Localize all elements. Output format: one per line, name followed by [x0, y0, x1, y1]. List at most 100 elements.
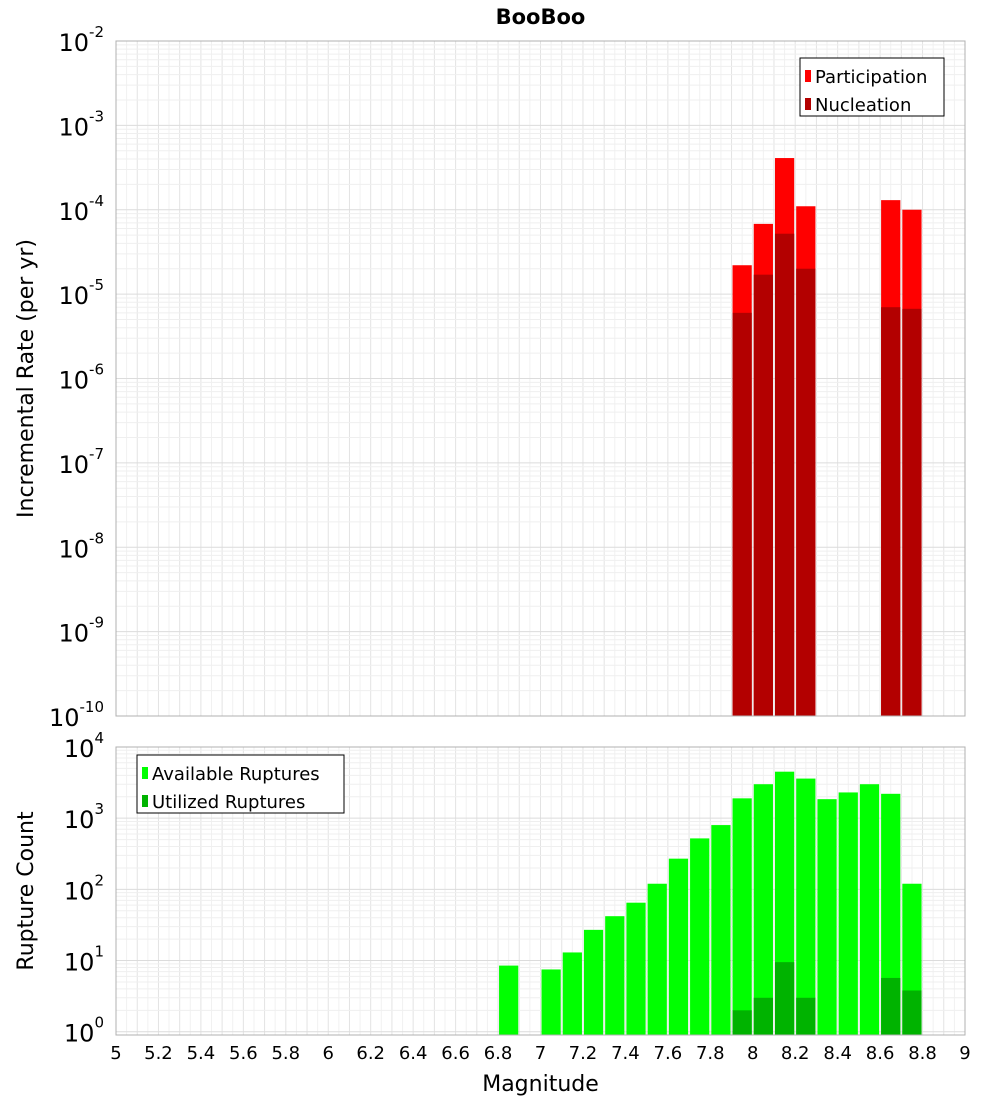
- bar: [626, 902, 646, 1035]
- y-tick-label: 10-2: [58, 23, 104, 57]
- y-tick-label: 100: [64, 1014, 104, 1048]
- plot-frame: [115, 746, 966, 1036]
- y-tick-base: 10: [64, 949, 95, 977]
- x-tick-label: 5.6: [229, 1043, 258, 1064]
- y-tick-base: 10: [64, 877, 95, 905]
- x-tick-label: 6.4: [399, 1043, 428, 1064]
- bar: [859, 784, 880, 1035]
- y-tick-label: 103: [64, 800, 104, 834]
- legend-label: Nucleation: [815, 95, 911, 116]
- y-tick-exponent: -4: [89, 192, 104, 210]
- y-tick-exponent: -8: [89, 529, 104, 547]
- bar: [796, 778, 816, 1035]
- plot-frame: [115, 40, 966, 717]
- series-nucleation: [732, 233, 922, 716]
- grid: [115, 41, 966, 717]
- x-tick-label: 6: [323, 1043, 334, 1064]
- legend-box: [799, 57, 945, 117]
- x-tick-label: 6.2: [356, 1043, 385, 1064]
- bar: [881, 977, 901, 1035]
- y-tick-base: 10: [64, 735, 95, 763]
- x-axis-ticks: 5 5.2 5.4 5.6 5.8 6 6.2 6.4 6.6 6.8 7 7.2 7.4 7.6 7.8 8…: [110, 1043, 970, 1064]
- y-axis-label: Rupture Count: [14, 811, 39, 971]
- y-tick-exponent: 1: [94, 943, 104, 961]
- bar: [732, 1010, 752, 1035]
- chart-title: BooBoo: [496, 5, 586, 29]
- y-tick-label: 10-10: [49, 698, 104, 732]
- y-tick-label: 10-5: [58, 276, 104, 310]
- bar: [562, 952, 582, 1035]
- x-tick-label: 5.2: [144, 1043, 173, 1064]
- x-tick-label: 6.8: [484, 1043, 513, 1064]
- x-tick-label: 9: [959, 1043, 970, 1064]
- y-tick-base: 10: [58, 620, 89, 648]
- bar: [753, 997, 773, 1035]
- y-tick-base: 10: [58, 282, 89, 310]
- y-tick-exponent: 0: [94, 1014, 104, 1032]
- bar: [647, 883, 667, 1035]
- legend-swatch: [142, 767, 148, 779]
- bar: [690, 838, 710, 1035]
- x-tick-label: 8.6: [866, 1043, 895, 1064]
- y-tick-exponent: -2: [89, 23, 104, 41]
- bar: [732, 312, 752, 716]
- x-tick-label: 8.2: [781, 1043, 810, 1064]
- bar: [796, 997, 816, 1035]
- chart-panel-1: 10-1010-910-810-710-610-510-410-310-2Boo…: [14, 5, 966, 732]
- x-tick-label: 7.8: [696, 1043, 725, 1064]
- series-available-ruptures: [499, 771, 922, 1035]
- legend-label: Available Ruptures: [152, 764, 320, 785]
- y-tick-base: 10: [58, 451, 89, 479]
- y-tick-exponent: 4: [94, 729, 104, 747]
- y-tick-base: 10: [64, 806, 95, 834]
- bar: [753, 784, 773, 1035]
- bar: [583, 929, 604, 1035]
- bar: [753, 274, 773, 716]
- x-tick-label: 7.4: [611, 1043, 640, 1064]
- bar: [881, 793, 901, 1035]
- y-tick-base: 10: [58, 198, 89, 226]
- y-tick-label: 10-8: [58, 529, 104, 563]
- x-tick-label: 5.4: [187, 1043, 216, 1064]
- y-axis-label: Incremental Rate (per yr): [14, 239, 39, 518]
- y-tick-exponent: -7: [89, 445, 104, 463]
- x-tick-label: 6.6: [441, 1043, 470, 1064]
- y-tick-exponent: -6: [89, 361, 104, 379]
- y-tick-label: 10-9: [58, 614, 104, 648]
- bar: [881, 307, 901, 716]
- y-tick-base: 10: [58, 367, 89, 395]
- bar: [711, 825, 731, 1035]
- y-tick-exponent: -5: [89, 276, 104, 294]
- y-tick-label: 10-7: [58, 445, 104, 479]
- bar: [838, 792, 858, 1035]
- bar: [605, 916, 625, 1035]
- y-tick-label: 104: [64, 729, 104, 763]
- legend: Available Ruptures Utilized Ruptures: [136, 754, 345, 814]
- y-tick-base: 10: [58, 535, 89, 563]
- x-tick-label: 5: [110, 1043, 121, 1064]
- y-tick-base: 10: [49, 704, 80, 732]
- legend-swatch: [805, 70, 811, 82]
- legend-swatch: [805, 98, 811, 110]
- legend-box: [136, 754, 345, 814]
- bar: [817, 799, 837, 1035]
- x-tick-label: 8.4: [823, 1043, 852, 1064]
- y-tick-exponent: -10: [80, 698, 105, 716]
- x-tick-label: 7: [535, 1043, 546, 1064]
- bar: [732, 798, 752, 1035]
- y-tick-exponent: 2: [94, 871, 104, 889]
- y-tick-exponent: -3: [89, 107, 104, 125]
- y-tick-base: 10: [58, 113, 89, 141]
- bar: [902, 308, 922, 716]
- y-tick-base: 10: [58, 29, 89, 57]
- bar: [774, 233, 795, 716]
- y-tick-base: 10: [64, 1020, 95, 1048]
- y-tick-label: 102: [64, 871, 104, 905]
- x-tick-label: 7.2: [569, 1043, 598, 1064]
- x-tick-label: 7.6: [654, 1043, 683, 1064]
- y-tick-exponent: -9: [89, 614, 104, 632]
- y-tick-label: 101: [64, 943, 104, 977]
